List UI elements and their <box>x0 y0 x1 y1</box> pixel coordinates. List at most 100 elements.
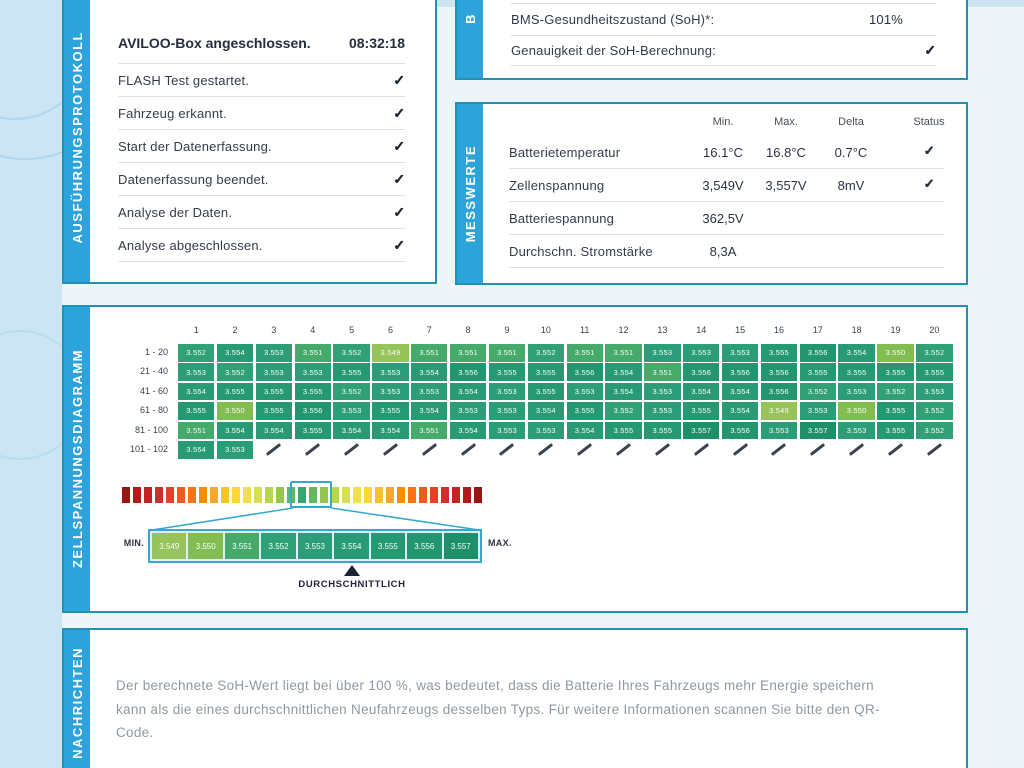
gradient-segment <box>419 487 427 503</box>
grid-row-label: 81 - 100 <box>134 424 168 435</box>
voltage-cell: 3.556 <box>566 363 603 381</box>
legend-value-cell: 3.557 <box>443 533 478 559</box>
voltage-cell: 3.553 <box>799 402 836 420</box>
gradient-segment <box>463 487 471 503</box>
grid-column-header: 17 <box>812 325 823 335</box>
gradient-segment <box>232 487 240 503</box>
empty-cell-slash-icon <box>683 441 719 459</box>
column-header-min: Min. <box>712 116 734 128</box>
messwerte-sidebar-strip: MESSWERTE <box>457 104 483 283</box>
voltage-cell: 3.554 <box>255 421 293 440</box>
messwerte-sidebar-label: MESSWERTE <box>462 144 478 243</box>
grid-column-header: 11 <box>580 325 590 335</box>
voltage-cell: 3.555 <box>644 421 681 440</box>
bms-cut-row <box>511 0 936 4</box>
empty-cell-slash-icon <box>605 441 641 459</box>
average-marker-icon <box>344 565 360 576</box>
gradient-segment <box>210 487 218 503</box>
voltage-cell: 3.551 <box>644 363 681 381</box>
protocol-step: Fahrzeug erkannt. ✓ <box>118 97 405 130</box>
messages-sidebar-strip: NACHRICHTEN <box>64 630 90 768</box>
messages-sidebar-label: NACHRICHTEN <box>69 647 85 759</box>
table-row: Durchschn. Stromstärke 8,3A <box>509 235 944 268</box>
voltage-cell: 3.556 <box>799 344 836 362</box>
protocol-title-row: AVILOO-Box angeschlossen. 08:32:18 <box>118 22 405 64</box>
empty-cell-slash-icon <box>567 441 603 459</box>
table-row: Zellenspannung 3,549V 3,557V 8mV ✓ <box>509 169 944 202</box>
voltage-cell: 3.555 <box>372 402 409 420</box>
voltage-cell: 3.554 <box>721 382 759 401</box>
voltage-cell: 3.555 <box>916 363 953 381</box>
voltage-cell: 3.555 <box>838 363 875 381</box>
gradient-segment <box>408 487 416 503</box>
grid-column-header: 5 <box>349 325 355 335</box>
voltage-cell: 3.556 <box>760 363 798 381</box>
gradient-segment <box>320 487 328 503</box>
gradient-segment <box>276 487 284 503</box>
empty-cell-slash-icon <box>411 441 447 459</box>
voltage-cell: 3.555 <box>294 421 331 440</box>
bms-soh-value: 101% <box>869 12 904 27</box>
gradient-segment <box>133 487 141 503</box>
empty-cell-slash-icon <box>761 441 797 459</box>
voltage-cell: 3.553 <box>721 344 759 362</box>
grid-column-header: 19 <box>890 325 901 335</box>
average-label: DURCHSCHNITTLICH <box>298 579 406 590</box>
voltage-cell: 3.553 <box>488 382 526 401</box>
voltage-cell: 3.555 <box>683 402 720 420</box>
gradient-segment <box>265 487 273 503</box>
card-ausfuehrungsprotokoll: AUSFÜHRUNGSPROTOKOLL AVILOO-Box angeschl… <box>62 0 437 284</box>
empty-cell-slash-icon <box>295 441 331 459</box>
voltage-cell: 3.553 <box>488 402 526 420</box>
voltage-cell: 3.553 <box>411 382 448 401</box>
voltage-cell: 3.554 <box>178 441 215 459</box>
legend-min-label: MIN. <box>123 538 144 548</box>
grid-column-header: 14 <box>696 325 707 335</box>
voltage-cell: 3.553 <box>333 402 370 420</box>
grid-column-header: 16 <box>773 325 784 335</box>
legend-value-cell: 3.554 <box>334 533 369 559</box>
empty-cell-slash-icon <box>256 441 292 459</box>
grid-row-label: 61 - 80 <box>139 405 168 416</box>
gradient-segment <box>199 487 207 503</box>
check-icon: ✓ <box>393 170 405 187</box>
voltage-cell: 3.551 <box>605 344 642 362</box>
legend-max-label: MAX. <box>488 538 512 548</box>
empty-cell-slash-icon <box>333 441 369 459</box>
voltage-cell: 3.554 <box>566 421 603 440</box>
grid-row-label: 101 - 102 <box>129 444 168 454</box>
card-zellspannungsdiagramm: ZELLSPANNUNGSDIAGRAMM 1 2 3 4 5 6 7 8 9 10 11 12 13 1… <box>62 305 968 613</box>
grid-column-header: 18 <box>851 325 862 335</box>
grid-column-header: 10 <box>540 325 551 335</box>
voltage-cell: 3.556 <box>683 363 720 381</box>
voltage-cell: 3.555 <box>178 402 215 420</box>
voltage-cell: 3.555 <box>255 402 293 420</box>
gradient-segment <box>386 487 394 503</box>
voltage-cell: 3.556 <box>721 363 759 381</box>
soh-message-text: Der berechnete SoH-Wert liegt bei über 1… <box>116 678 880 740</box>
legend-value-cell: 3.555 <box>370 533 406 559</box>
voltage-cell: 3.555 <box>527 382 565 401</box>
gradient-segment <box>221 487 229 503</box>
voltage-cell: 3.554 <box>605 382 642 401</box>
voltage-cell: 3.554 <box>605 363 642 381</box>
legend-value-cell: 3.553 <box>297 533 333 559</box>
voltage-cell: 3.554 <box>411 363 448 381</box>
voltage-cell: 3.553 <box>683 344 720 362</box>
voltage-cell: 3.552 <box>605 402 642 420</box>
voltage-cell: 3.554 <box>838 344 875 362</box>
voltage-cell: 3.551 <box>449 344 487 362</box>
voltage-cell: 3.552 <box>916 402 953 420</box>
gradient-segment <box>254 487 262 503</box>
legend-value-strip: 3.549 3.550 3.551 3.552 3.553 3.554 3.555 3.556… <box>148 529 482 563</box>
voltage-cell: 3.553 <box>566 382 603 401</box>
diagram-sidebar-label: ZELLSPANNUNGSDIAGRAMM <box>69 349 85 569</box>
voltage-cell: 3.552 <box>178 344 215 362</box>
bms-accuracy-row: Genauigkeit der SoH-Berechnung: ✓ <box>511 36 936 66</box>
gradient-zoom-box <box>290 481 332 508</box>
empty-cell-slash-icon <box>372 441 408 459</box>
check-icon: ✓ <box>923 176 935 191</box>
voltage-cell: 3.555 <box>877 363 914 381</box>
legend-value-cell: 3.550 <box>188 533 223 559</box>
empty-cell-slash-icon <box>877 441 913 459</box>
